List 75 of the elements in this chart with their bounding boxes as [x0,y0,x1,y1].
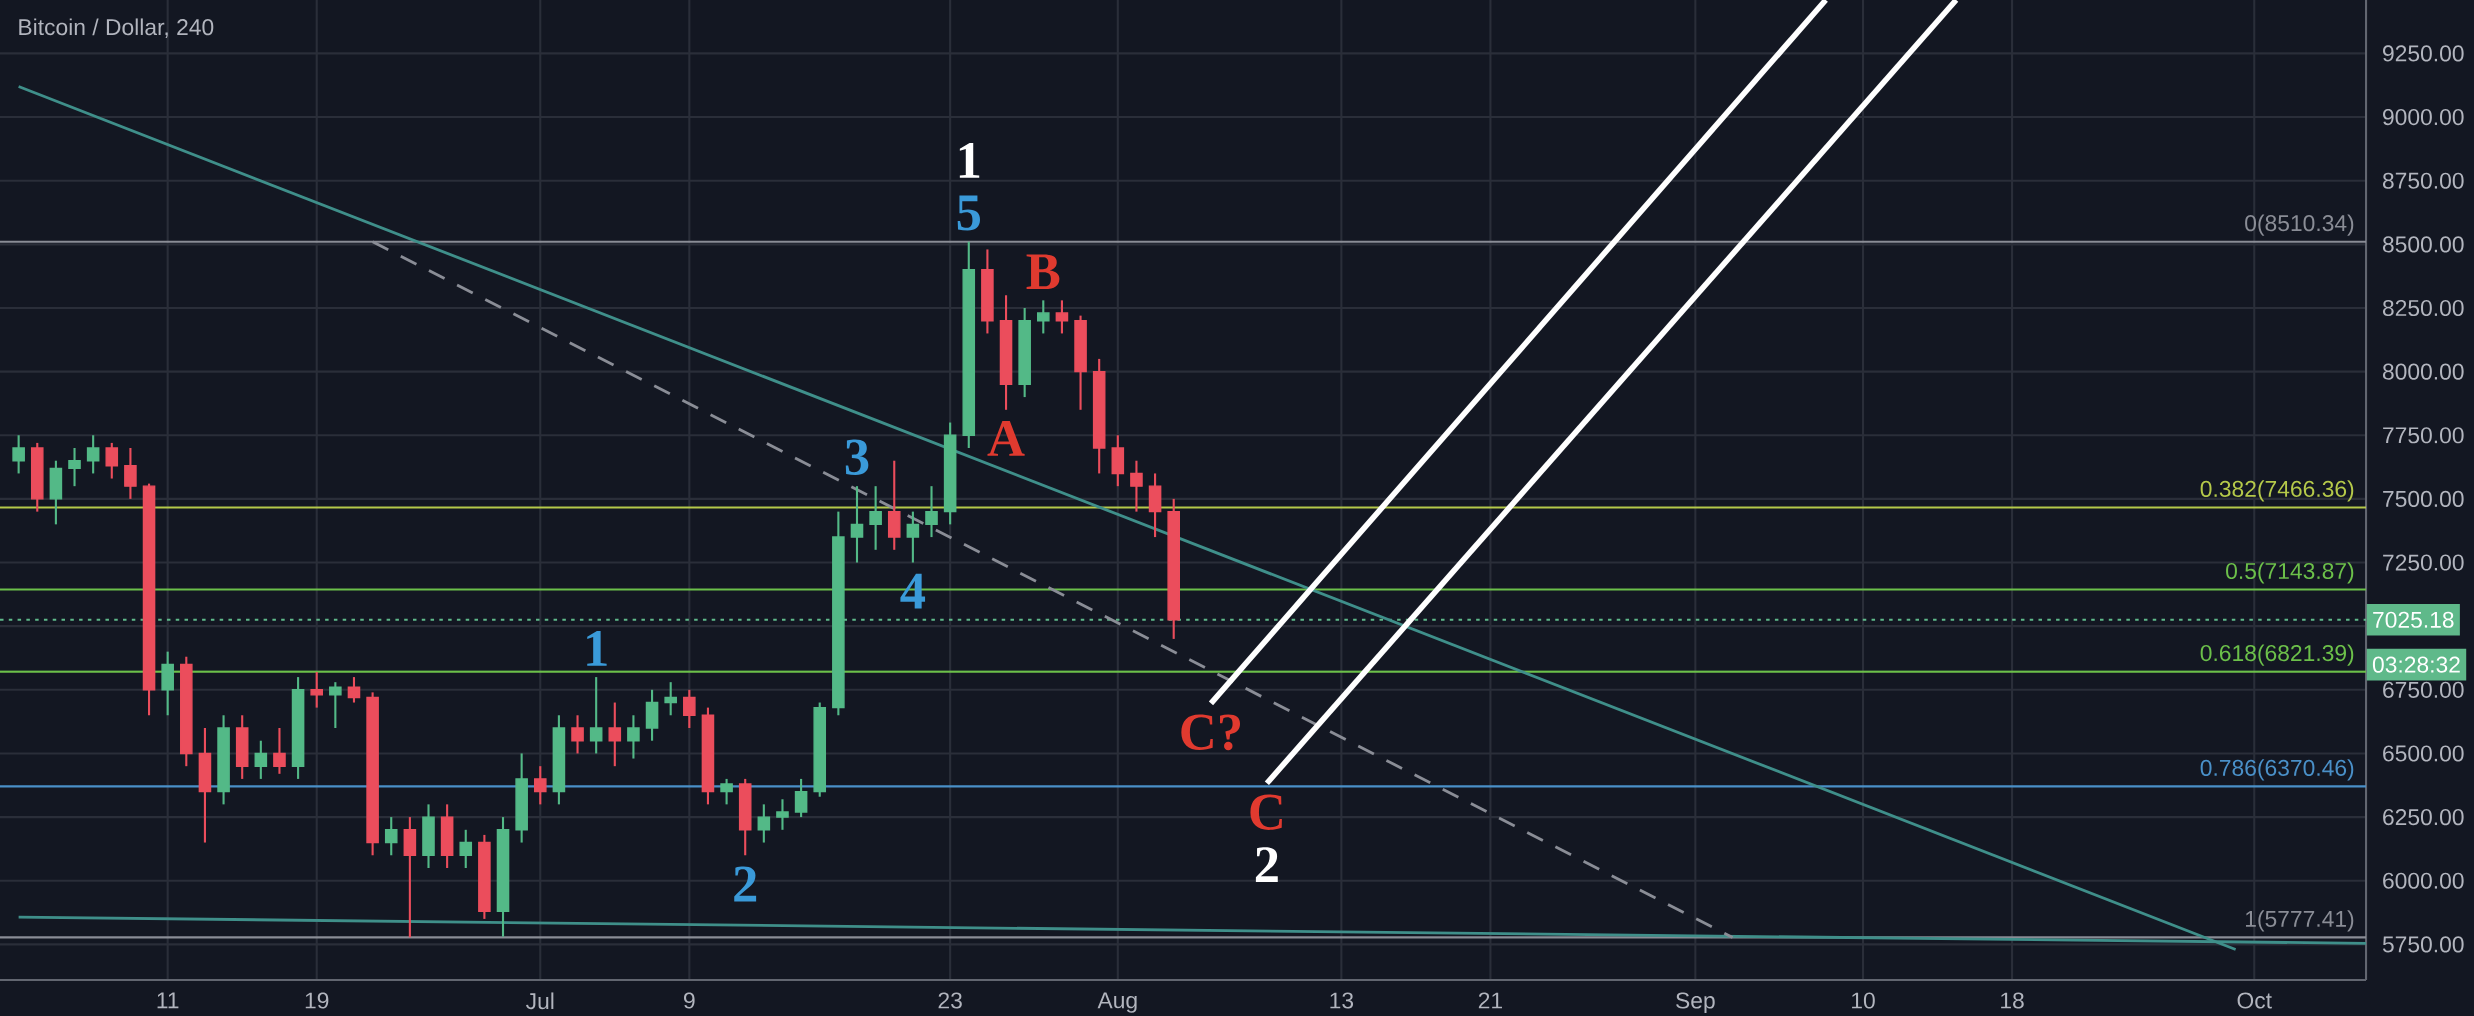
candlestick [384,816,398,857]
ref-line-label: 0(8510.34) [2245,214,2354,236]
x-tick-label: Jul [526,992,554,1010]
y-tick-label: 7250.00 [2383,554,2464,571]
x-tick-label: 10 [1852,992,1875,1009]
y-tick-label: 8750.00 [2382,172,2464,189]
annotation: 1 [587,631,607,666]
candlestick [533,765,547,806]
candlestick [757,803,771,844]
y-tick-label: 6500.00 [2383,745,2464,762]
y-tick-label: 8500.00 [2382,236,2464,253]
candlestick [329,681,342,730]
ref-line-label: 0.382(7466.36) [2200,480,2354,502]
candlestick [664,681,677,717]
annotation: C? [1181,714,1241,751]
candlestick [12,434,25,475]
annotation: 2 [1255,847,1278,883]
x-tick-label: 19 [305,992,329,1009]
annotation: 1 [959,142,980,178]
annotation: B [1026,254,1060,290]
candlestick [571,714,584,755]
candlestick [124,446,137,500]
y-tick-label: 7500.00 [2383,490,2464,507]
x-tick-label: Oct [2237,992,2272,1009]
ref-line-label: 0.618(6821.39) [2200,644,2354,666]
ref-line-label: 7025.18 [2373,611,2454,628]
x-tick-label: 9 [684,992,695,1009]
annotation: C [1250,794,1282,830]
y-tick-label: 6750.00 [2383,681,2464,698]
x-tick-label: 18 [2001,992,2024,1009]
candlestick [683,688,696,730]
y-tick-label: 8250.00 [2382,299,2464,317]
text: 03:28:32 [2372,656,2460,673]
x-tick-label: Sep [1676,992,1715,1014]
y-tick-label: 5750.00 [2382,936,2464,953]
candlestick [254,739,268,780]
ref-line-label: 0.786(6370.46) [2200,759,2354,781]
x-tick-label: 21 [1478,992,1502,1009]
candlestick [925,485,938,539]
candlestick [627,714,640,760]
candlestick [273,726,286,775]
y-tick-label: 6250.00 [2383,809,2464,826]
candlestick [794,777,808,819]
candlestick [850,485,864,564]
ref-line-label: 1(5777.41) [2245,910,2354,932]
candlestick [608,701,622,768]
candlestick [86,434,100,475]
candlestick [1037,299,1050,335]
annotation: 2 [734,866,757,902]
annotation: 3 [845,439,869,475]
annotation: 5 [957,195,981,231]
ref-line-label: 0.5(7143.87) [2226,562,2354,584]
candlestick [310,670,324,709]
y-tick-label: 9250.00 [2383,45,2464,62]
candlestick [68,446,81,488]
y-tick-label: 6000.00 [2383,872,2464,889]
text: Bitcoin / Dollar, 240 [19,18,214,38]
candlestick [720,777,733,806]
candlestick [1130,459,1143,513]
candlestick [869,485,882,551]
y-tick-label: 7750.00 [2383,427,2464,444]
candlestick [105,441,119,480]
annotation: A [987,421,1025,456]
candlestick [459,828,473,870]
candlestick [906,510,920,564]
candlestick [776,798,789,831]
candlestick [347,676,361,704]
candlestick [1055,299,1069,335]
x-tick-label: 11 [157,992,179,1009]
candlestick [589,676,603,755]
y-tick-label: 9000.00 [2383,109,2464,126]
x-tick-label: 23 [938,992,962,1009]
x-tick-label: Aug [1097,992,1137,1013]
x-tick-label: 13 [1330,992,1354,1009]
y-tick-label: 8000.00 [2382,363,2464,380]
